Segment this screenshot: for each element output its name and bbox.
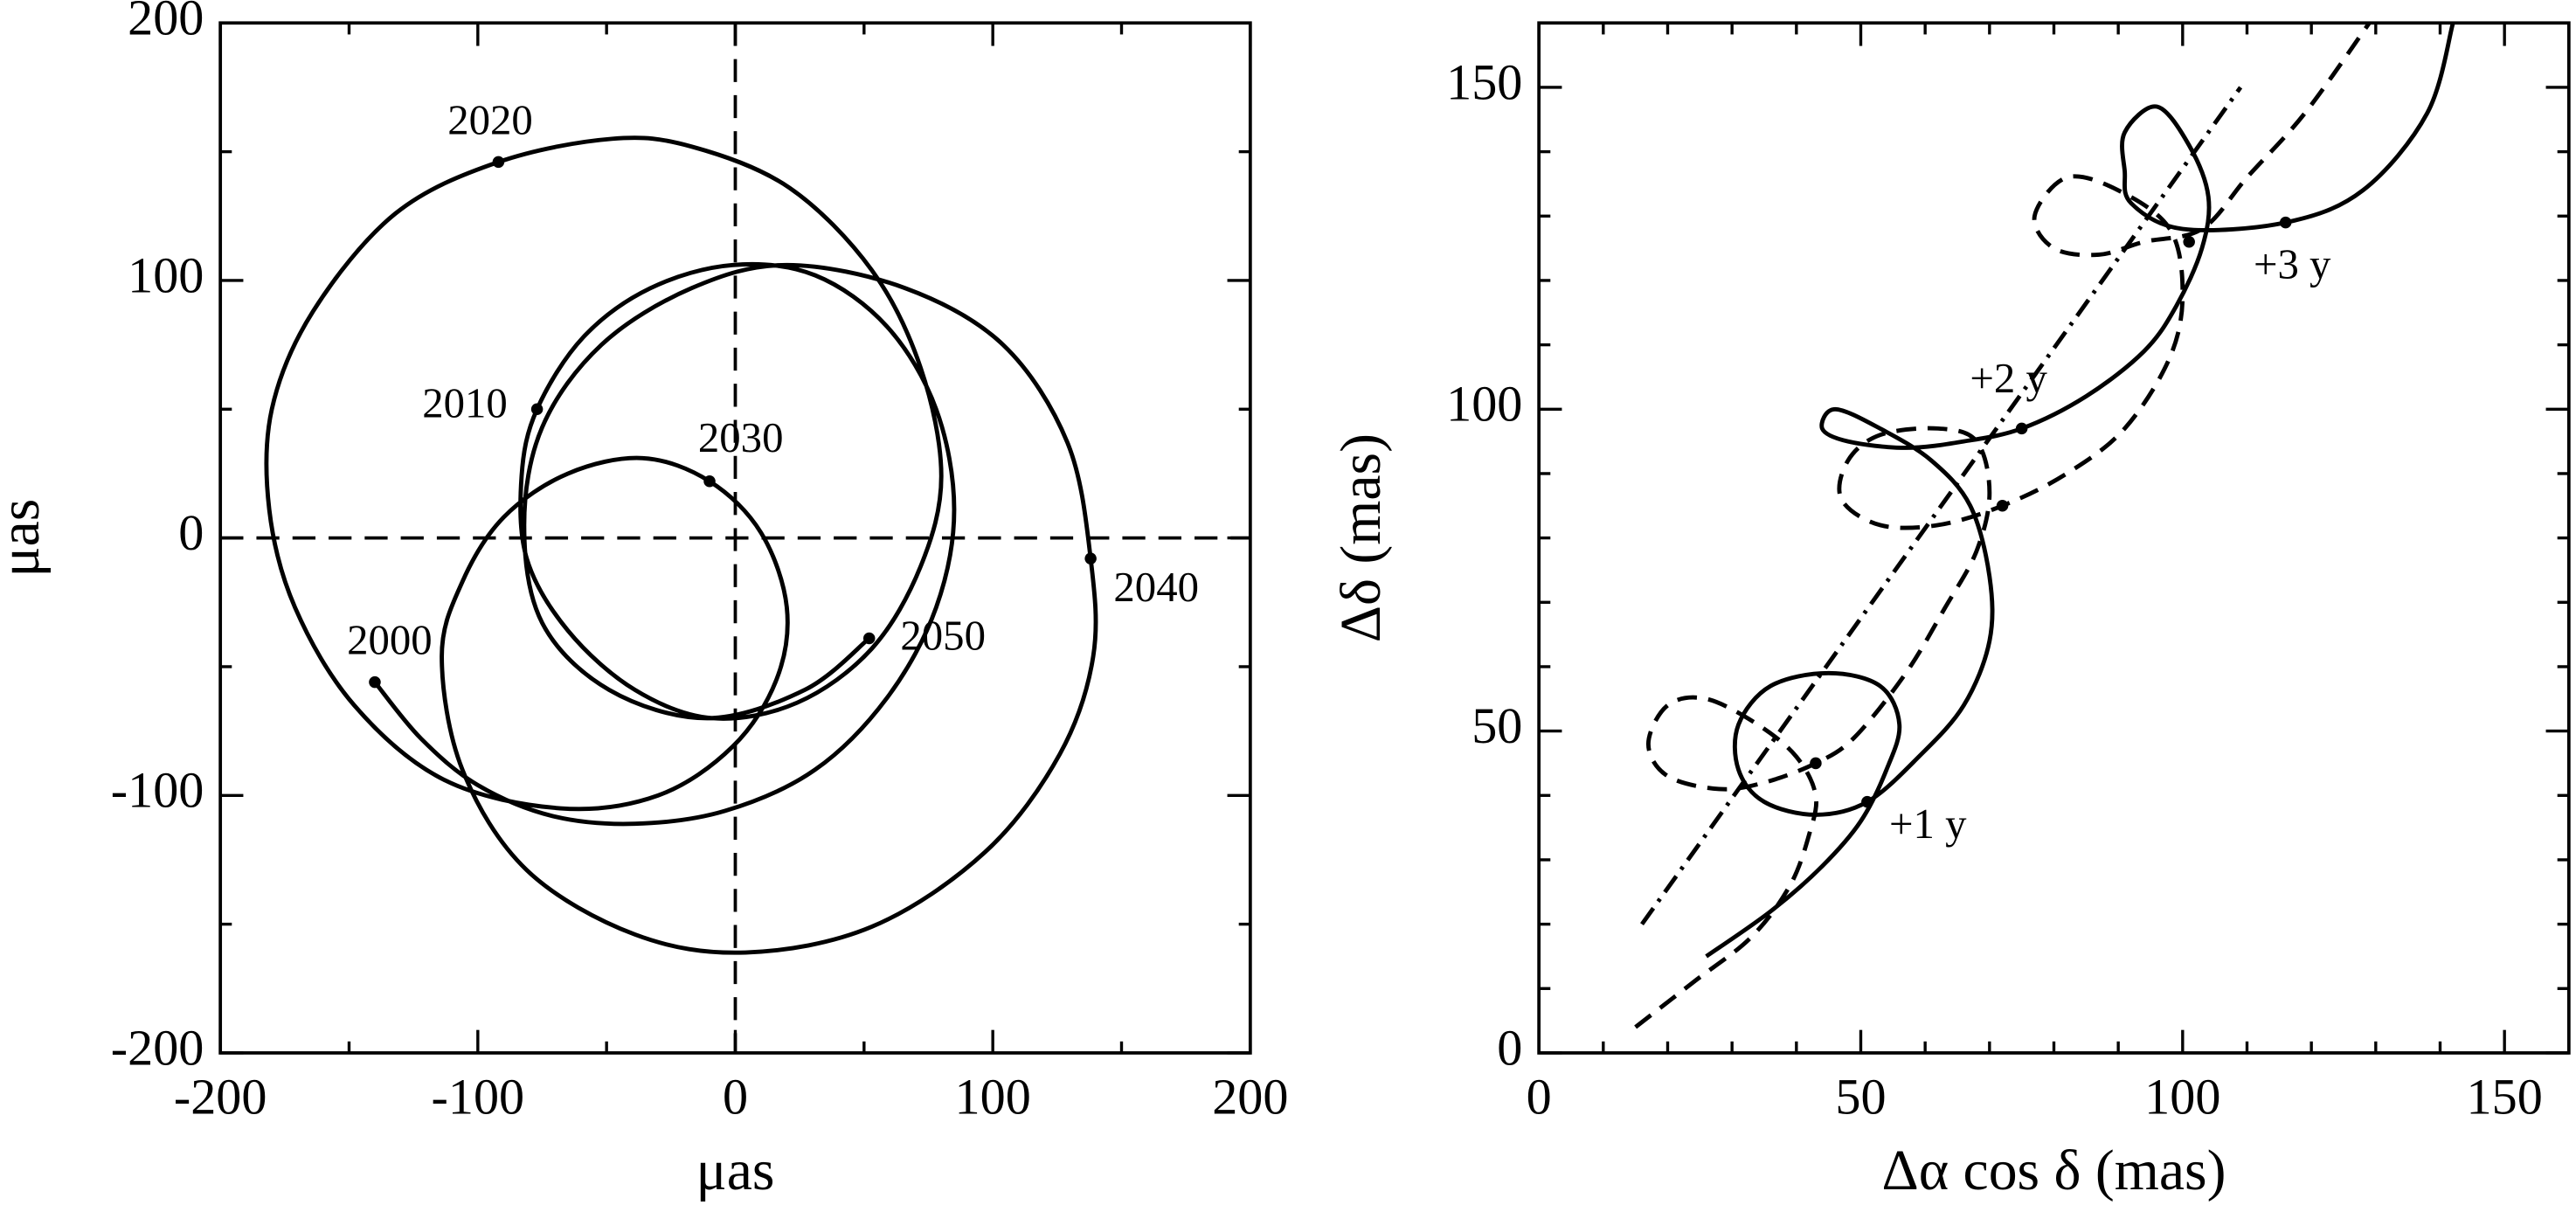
epoch-marker [2279,216,2292,229]
x-tick-label: 50 [1835,1069,1886,1125]
epoch-label: +2 y [1970,355,2047,402]
y-tick-label: 100 [128,246,204,303]
epoch-marker [703,475,716,488]
x-tick-label: 0 [723,1069,748,1125]
y-tick-label: 200 [128,0,204,46]
epoch-label: +1 y [1889,800,1967,848]
plot-frame [1537,21,2571,1055]
panel: +1 y +2 y +3 y 0 50 100 150 0 50 100 150 Δα cos δ (… [1329,21,2571,1202]
x-axis-label: Δα cos δ (mas) [1881,1139,2226,1202]
y-tick-label: -200 [111,1019,204,1076]
epoch-marker [2183,235,2195,248]
x-axis-label: μas [696,1139,775,1202]
x-tick-label: 0 [1527,1069,1552,1125]
epoch-label: 2000 [347,617,433,664]
y-tick-label: 100 [1446,376,1522,433]
epoch-label: 2010 [422,380,508,427]
epoch-marker [2015,422,2028,435]
y-tick-label: -100 [111,762,204,819]
epoch-marker [1996,500,2009,512]
y-tick-label: 0 [178,504,204,561]
y-axis-label: μas [0,499,52,578]
y-tick-label: 50 [1472,697,1522,754]
epoch-marker [369,675,381,689]
y-tick-label: 150 [1446,53,1522,110]
epoch-marker [492,156,505,169]
epoch-label: 2020 [447,96,533,143]
curve [1705,22,2455,959]
x-tick-label: 100 [955,1069,1031,1125]
epoch-label: 2040 [1113,564,1199,611]
curve [1634,21,2372,1029]
y-axis-label: Δδ (mas) [1329,433,1393,642]
x-tick-label: -200 [174,1069,267,1125]
epoch-marker [862,632,876,645]
curve [264,135,1098,955]
x-tick-label: -100 [432,1069,525,1125]
epoch-marker [1810,757,1822,770]
x-tick-label: 150 [2467,1069,2543,1125]
epoch-marker [530,403,544,416]
x-tick-label: 200 [1212,1069,1288,1125]
epoch-label: 2050 [900,613,986,660]
epoch-marker [1084,552,1097,564]
epoch-label: 2030 [698,414,784,461]
x-tick-label: 100 [2144,1069,2220,1125]
epoch-marker [1861,795,1873,808]
y-tick-label: 0 [1497,1019,1522,1076]
curve [1640,86,2243,926]
epoch-label: +3 y [2254,240,2331,287]
